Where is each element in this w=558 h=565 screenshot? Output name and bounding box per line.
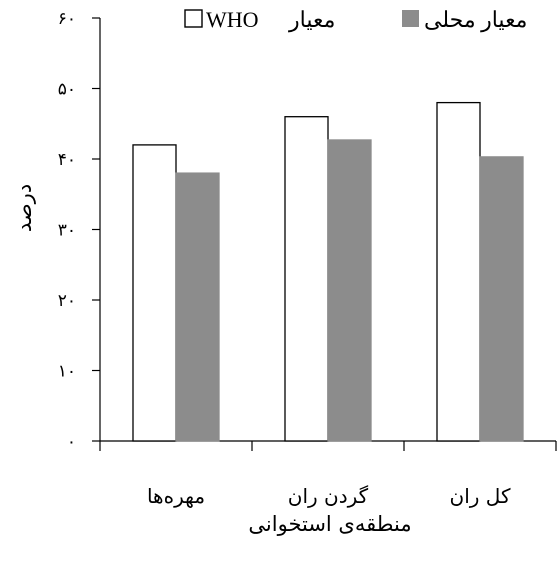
category-label: مهره‌ها bbox=[147, 484, 205, 508]
category-label: گردن ران bbox=[288, 484, 369, 508]
bar-who bbox=[132, 144, 177, 442]
y-tick-label: ۶۰ bbox=[58, 9, 76, 29]
bar-local bbox=[327, 139, 372, 442]
legend-swatch-local bbox=[402, 10, 419, 27]
y-tick-label: ۱۰ bbox=[58, 362, 76, 382]
legend-label-who-suffix: WHO bbox=[206, 7, 259, 32]
x-axis-title: منطقه‌ی استخوانی bbox=[248, 512, 411, 536]
x-ticks bbox=[99, 441, 557, 451]
category-labels: مهره‌ها گردن ران کل ران bbox=[147, 484, 511, 508]
legend: WHO معیار معیار محلی bbox=[184, 7, 527, 33]
y-axis-title: درصد bbox=[12, 184, 36, 232]
legend-label-local: معیار محلی bbox=[424, 7, 527, 33]
category-label: کل ران bbox=[450, 484, 511, 508]
legend-label-who: معیار bbox=[288, 7, 335, 33]
y-tick-label: ۰ bbox=[67, 432, 76, 452]
y-tick-label: ۳۰ bbox=[58, 221, 76, 241]
bar-who bbox=[436, 101, 481, 442]
bar-local bbox=[175, 172, 220, 442]
y-tick-label: ۵۰ bbox=[58, 80, 76, 100]
bar-who bbox=[284, 116, 329, 442]
y-tick-label: ۴۰ bbox=[58, 150, 76, 170]
y-tick-label: ۲۰ bbox=[58, 291, 76, 311]
legend-swatch-who bbox=[184, 9, 203, 28]
bar-local bbox=[479, 156, 524, 442]
y-ticks: ۰ ۱۰ ۲۰ ۳۰ ۴۰ ۵۰ ۶۰ bbox=[58, 9, 100, 452]
bars bbox=[132, 101, 524, 442]
